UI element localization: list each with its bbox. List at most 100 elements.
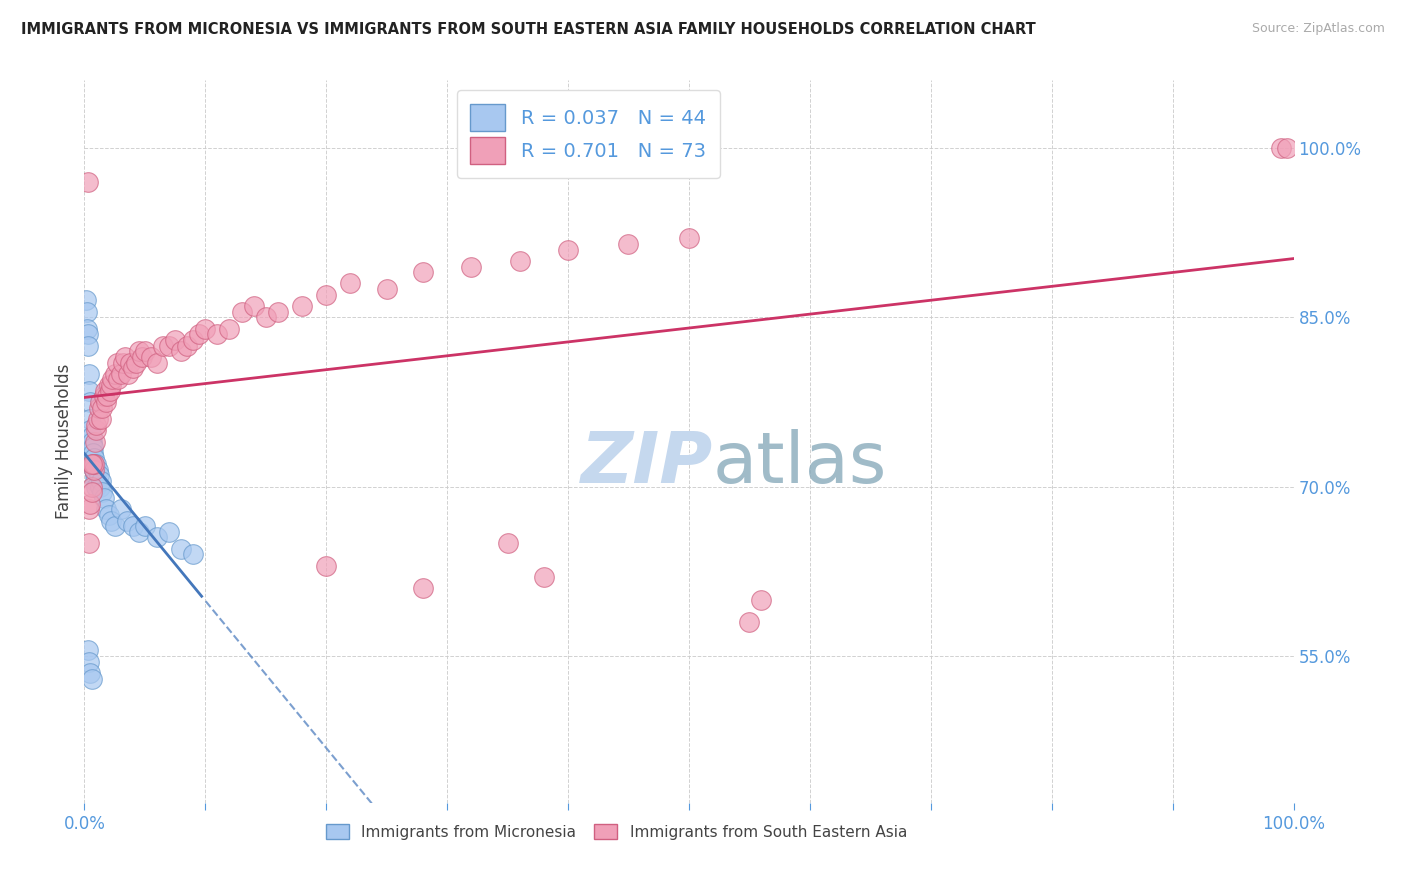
Point xyxy=(678,231,700,245)
Point xyxy=(80,485,103,500)
Point xyxy=(77,327,100,342)
Point xyxy=(97,508,120,522)
Point xyxy=(207,327,229,342)
Point xyxy=(146,531,169,545)
Point xyxy=(104,367,127,381)
Point xyxy=(80,457,103,471)
Point xyxy=(315,558,337,573)
Point xyxy=(121,361,143,376)
Point xyxy=(94,384,117,398)
Point xyxy=(112,355,135,369)
Point xyxy=(188,327,211,342)
Point xyxy=(557,243,579,257)
Point xyxy=(77,643,100,657)
Point xyxy=(291,299,314,313)
Point xyxy=(134,519,156,533)
Point xyxy=(125,355,148,369)
Point xyxy=(89,480,111,494)
Point xyxy=(231,304,253,318)
Point xyxy=(87,468,110,483)
Point xyxy=(90,412,112,426)
Point xyxy=(509,253,531,268)
Point xyxy=(94,395,117,409)
Point xyxy=(115,514,138,528)
Point xyxy=(77,384,100,398)
Point xyxy=(82,457,104,471)
Point xyxy=(738,615,761,630)
Point xyxy=(375,282,398,296)
Point xyxy=(83,457,105,471)
Point xyxy=(77,536,100,550)
Point xyxy=(165,333,187,347)
Point xyxy=(77,502,100,516)
Point xyxy=(121,519,143,533)
Point xyxy=(77,367,100,381)
Point xyxy=(76,304,98,318)
Point xyxy=(97,378,120,392)
Point xyxy=(89,395,111,409)
Point xyxy=(79,497,101,511)
Point xyxy=(94,502,117,516)
Point xyxy=(77,655,100,669)
Point xyxy=(114,350,136,364)
Point xyxy=(315,287,337,301)
Point xyxy=(91,485,114,500)
Point xyxy=(134,344,156,359)
Point xyxy=(87,401,110,415)
Point xyxy=(82,446,104,460)
Point xyxy=(267,304,290,318)
Point xyxy=(1270,141,1292,155)
Point xyxy=(86,480,108,494)
Point xyxy=(181,333,204,347)
Point xyxy=(152,338,174,352)
Point xyxy=(86,417,108,432)
Point xyxy=(339,277,361,291)
Point xyxy=(105,355,128,369)
Point xyxy=(86,463,108,477)
Point xyxy=(254,310,277,325)
Point xyxy=(120,355,142,369)
Text: IMMIGRANTS FROM MICRONESIA VS IMMIGRANTS FROM SOUTH EASTERN ASIA FAMILY HOUSEHOL: IMMIGRANTS FROM MICRONESIA VS IMMIGRANTS… xyxy=(21,22,1036,37)
Point xyxy=(96,389,118,403)
Point xyxy=(170,541,193,556)
Point xyxy=(496,536,519,550)
Point xyxy=(128,344,150,359)
Point xyxy=(100,514,122,528)
Text: atlas: atlas xyxy=(713,429,887,498)
Point xyxy=(79,395,101,409)
Point xyxy=(128,524,150,539)
Point xyxy=(157,338,180,352)
Point xyxy=(86,457,108,471)
Point xyxy=(77,175,100,189)
Point xyxy=(110,367,132,381)
Point xyxy=(83,463,105,477)
Point xyxy=(117,367,139,381)
Point xyxy=(104,519,127,533)
Point xyxy=(80,434,103,449)
Point xyxy=(75,293,97,308)
Point xyxy=(157,524,180,539)
Text: ZIP: ZIP xyxy=(581,429,713,498)
Point xyxy=(131,350,153,364)
Point xyxy=(84,434,107,449)
Point xyxy=(84,468,107,483)
Point xyxy=(617,237,640,252)
Point xyxy=(751,592,773,607)
Point xyxy=(82,440,104,454)
Point xyxy=(100,378,122,392)
Point xyxy=(110,502,132,516)
Point xyxy=(460,260,482,274)
Point xyxy=(86,423,108,437)
Point xyxy=(533,570,555,584)
Point xyxy=(76,321,98,335)
Point xyxy=(412,582,434,596)
Legend: Immigrants from Micronesia, Immigrants from South Eastern Asia: Immigrants from Micronesia, Immigrants f… xyxy=(319,818,912,846)
Text: Source: ZipAtlas.com: Source: ZipAtlas.com xyxy=(1251,22,1385,36)
Point xyxy=(146,355,169,369)
Point xyxy=(194,321,217,335)
Point xyxy=(83,463,105,477)
Point xyxy=(84,474,107,488)
Point xyxy=(107,372,129,386)
Point xyxy=(170,344,193,359)
Y-axis label: Family Households: Family Households xyxy=(55,364,73,519)
